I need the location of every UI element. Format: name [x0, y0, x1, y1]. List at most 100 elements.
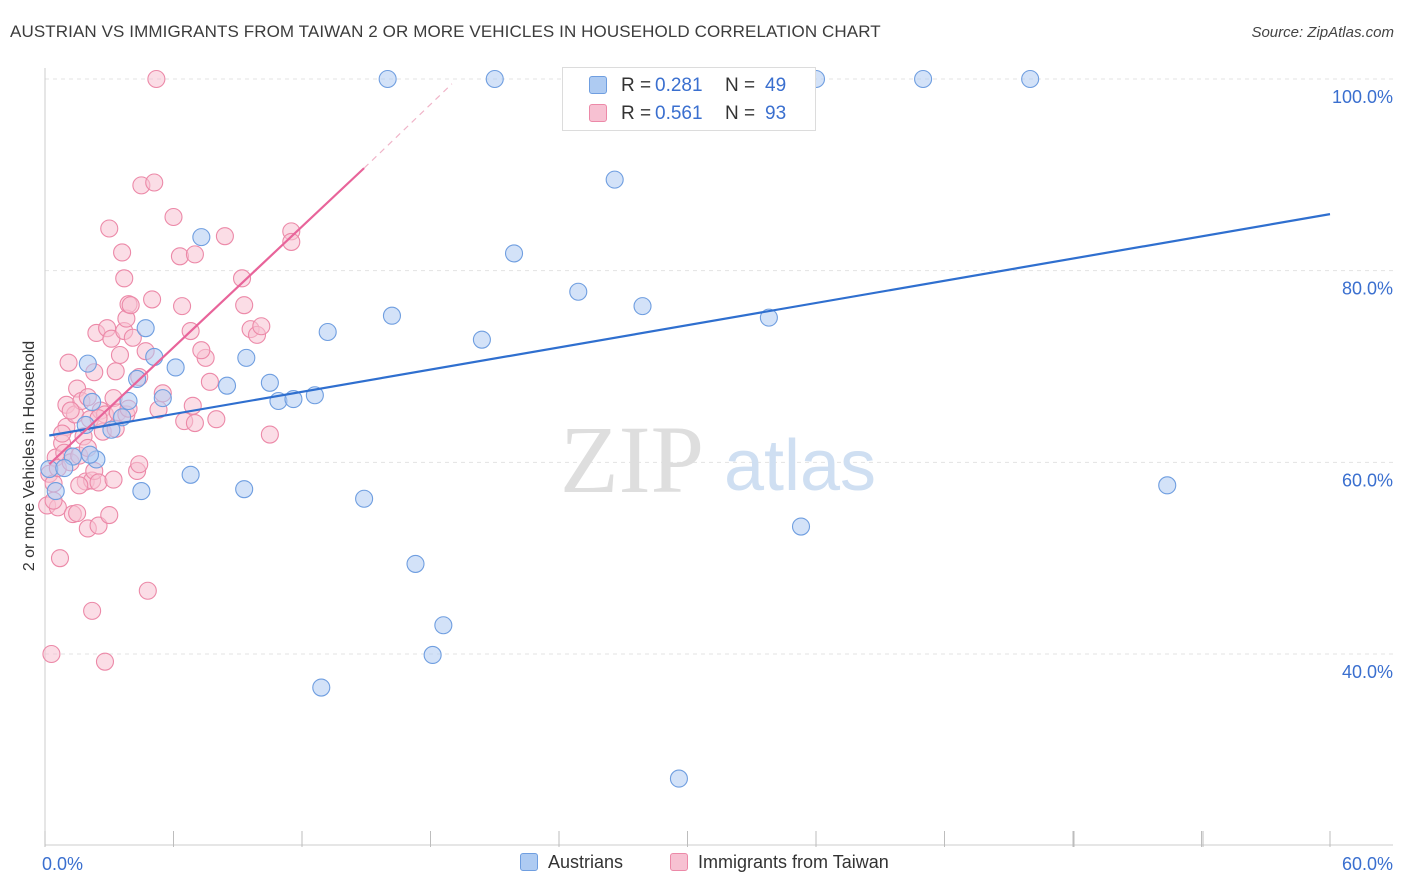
- data-point-taiwan: [95, 652, 115, 671]
- data-point-austrians: [472, 330, 491, 349]
- data-point-taiwan: [143, 290, 162, 309]
- data-point-taiwan: [42, 644, 61, 664]
- data-point-taiwan: [252, 317, 271, 336]
- legend-n-value: 49: [765, 75, 787, 96]
- data-point-taiwan: [282, 232, 301, 251]
- data-point-taiwan: [170, 247, 189, 266]
- legend-n-label: N =: [725, 75, 756, 96]
- data-point-austrians: [605, 170, 624, 189]
- data-point-austrians: [181, 465, 200, 484]
- y-tick-label: 80.0%: [1342, 279, 1393, 299]
- data-point-taiwan: [185, 413, 204, 433]
- data-point-austrians: [83, 392, 102, 412]
- data-point-austrians: [237, 348, 256, 367]
- tick-labels: 40.0% 60.0% 80.0% 100.0% 0.0% 60.0%: [42, 87, 1393, 874]
- data-point-taiwan: [145, 173, 164, 192]
- data-point-taiwan: [50, 549, 70, 568]
- y-tick-label: 100.0%: [1332, 87, 1393, 107]
- data-point-austrians: [318, 322, 337, 342]
- legend-r-value: 0.561: [655, 103, 703, 124]
- source-label: Source: ZipAtlas.com: [1251, 24, 1394, 41]
- watermark-zip: ZIP: [560, 406, 704, 513]
- data-point-austrians: [569, 282, 588, 301]
- data-point-austrians: [633, 297, 652, 316]
- data-point-austrians: [136, 319, 155, 338]
- data-point-austrians: [153, 389, 172, 408]
- y-tick-label: 60.0%: [1342, 470, 1393, 490]
- bottom-legend-label-austrians: Austrians: [548, 852, 624, 872]
- data-point-austrians: [55, 459, 74, 478]
- bottom-legend-taiwan: Immigrants from Taiwan: [670, 852, 889, 873]
- data-point-taiwan: [89, 473, 108, 492]
- data-point-taiwan: [164, 207, 183, 227]
- data-point-taiwan: [83, 601, 102, 620]
- y-tick-label: 40.0%: [1342, 662, 1393, 682]
- data-point-taiwan: [106, 362, 125, 381]
- x-tick-label: 60.0%: [1342, 854, 1393, 874]
- legend-row-austrians: R = 0.281 N = 49: [563, 72, 815, 100]
- data-point-austrians: [192, 228, 211, 247]
- data-point-austrians: [434, 616, 453, 635]
- data-point-taiwan: [100, 505, 119, 525]
- data-point-taiwan: [104, 470, 123, 489]
- x-tick-label: 0.0%: [42, 854, 83, 874]
- data-point-taiwan: [130, 455, 149, 474]
- data-point-austrians: [378, 69, 397, 89]
- data-point-austrians: [382, 306, 402, 325]
- watermark-atlas: atlas: [724, 426, 876, 506]
- data-point-taiwan: [173, 297, 192, 316]
- data-point-austrians: [759, 308, 778, 327]
- data-point-austrians: [485, 69, 504, 89]
- data-point-austrians: [80, 445, 100, 464]
- data-point-taiwan: [110, 345, 130, 365]
- data-point-austrians: [1158, 476, 1177, 495]
- bottom-legend-label-taiwan: Immigrants from Taiwan: [698, 852, 889, 872]
- legend-n-value: 93: [765, 103, 787, 124]
- data-point-taiwan: [70, 476, 89, 495]
- data-point-austrians: [145, 347, 164, 366]
- trend-line-taiwan-extension: [363, 83, 453, 169]
- data-point-taiwan: [200, 372, 219, 391]
- data-point-taiwan: [68, 504, 87, 523]
- legend-r-label: R =: [621, 103, 652, 124]
- data-point-taiwan: [207, 410, 226, 429]
- data-point-austrians: [235, 480, 254, 499]
- data-point-taiwan: [59, 353, 78, 372]
- data-point-taiwan: [113, 243, 132, 262]
- data-point-austrians: [119, 391, 138, 411]
- data-point-taiwan: [235, 296, 254, 315]
- data-point-austrians: [132, 482, 151, 501]
- gridlines: [45, 78, 1393, 655]
- data-point-austrians: [46, 482, 65, 501]
- stats-legend: R = 0.281 N = 49 R = 0.561 N = 93: [562, 67, 816, 131]
- data-point-taiwan: [192, 341, 211, 360]
- series-austrians-points: [40, 69, 1177, 788]
- trend-lines: [48, 83, 1331, 466]
- legend-r-value: 0.281: [655, 75, 703, 96]
- watermark: ZIP atlas: [560, 406, 876, 513]
- data-point-taiwan: [100, 219, 119, 238]
- data-point-taiwan: [121, 296, 140, 315]
- trend-line-taiwan: [48, 167, 365, 466]
- data-point-austrians: [406, 554, 425, 573]
- data-point-austrians: [78, 354, 97, 373]
- data-point-taiwan: [260, 425, 279, 444]
- data-point-austrians: [217, 376, 237, 395]
- legend-swatch-taiwan: [589, 104, 607, 122]
- data-point-taiwan: [123, 328, 142, 347]
- data-point-austrians: [1021, 69, 1040, 89]
- legend-n-label: N =: [725, 103, 756, 124]
- data-point-austrians: [355, 489, 374, 508]
- bottom-legend-austrians: Austrians: [520, 852, 623, 873]
- axes: [44, 68, 1393, 847]
- data-point-taiwan: [232, 269, 252, 288]
- data-point-austrians: [128, 369, 147, 389]
- bottom-legend-swatch-taiwan: [670, 853, 688, 871]
- chart-title: AUSTRIAN VS IMMIGRANTS FROM TAIWAN 2 OR …: [10, 22, 881, 41]
- data-point-taiwan: [61, 401, 80, 420]
- data-point-austrians: [914, 69, 933, 89]
- data-point-austrians: [423, 645, 442, 665]
- data-point-taiwan: [138, 581, 157, 600]
- bottom-legend-swatch-austrians: [520, 853, 538, 871]
